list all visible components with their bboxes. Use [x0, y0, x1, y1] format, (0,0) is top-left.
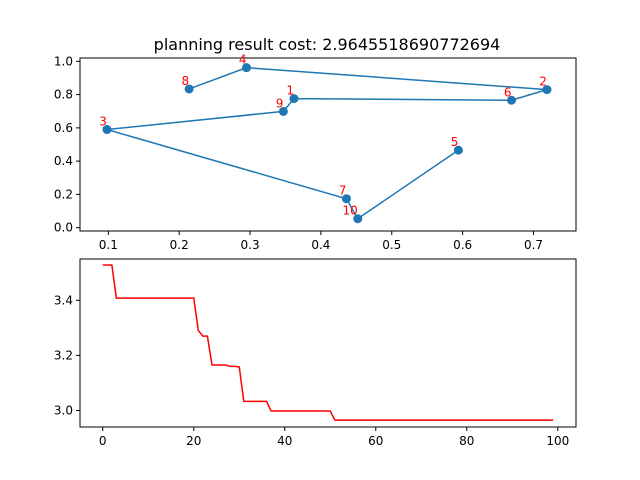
chart-title: planning result cost: 2.9645518690772694 [154, 35, 501, 54]
cost-x-tick-label: 80 [459, 434, 474, 448]
route-point-6 [507, 95, 517, 105]
route-y-tick-label: 0.6 [54, 121, 73, 135]
route-point-label-5: 5 [451, 135, 459, 149]
route-point-label-10: 10 [342, 204, 357, 218]
route-point-label-3: 3 [99, 115, 107, 129]
route-point-label-2: 2 [539, 75, 547, 89]
cost-line [102, 264, 554, 421]
cost-x-tick-label: 20 [186, 434, 201, 448]
route-x-tick-label: 0.6 [453, 238, 472, 252]
route-frame [79, 57, 577, 232]
route-point-7 [341, 194, 351, 204]
route-x-tick-label: 0.5 [382, 238, 401, 252]
cost-x-tick-label: 0 [99, 434, 107, 448]
cost-x-tick-label: 60 [368, 434, 383, 448]
cost-y-tick-label: 3.2 [54, 348, 73, 362]
cost-frame [79, 258, 577, 428]
route-point-10 [353, 214, 363, 224]
route-y-tick-label: 0.0 [54, 221, 73, 235]
route-point-label-6: 6 [504, 85, 512, 99]
route-point-2 [542, 85, 552, 95]
route-x-tick-label: 0.3 [241, 238, 260, 252]
route-y-tick-label: 1.0 [54, 54, 73, 68]
route-point-5 [453, 145, 463, 155]
route-y-tick-label: 0.2 [54, 187, 73, 201]
route-x-tick-label: 0.2 [170, 238, 189, 252]
cost-x-tick-label: 40 [277, 434, 292, 448]
route-y-tick-label: 0.8 [54, 88, 73, 102]
cost-y-tick-label: 3.0 [54, 403, 73, 417]
route-x-tick-label: 0.7 [524, 238, 543, 252]
route-y-tick-label: 0.4 [54, 154, 73, 168]
route-point-8 [184, 84, 194, 94]
route-point-label-8: 8 [181, 74, 189, 88]
route-line [106, 66, 548, 220]
route-point-1 [289, 94, 299, 104]
route-axes: 0.1 0.2 0.3 0.4 0.5 0.6 0.7 0.0 0.2 0.4 0.6 0.8 1.0 1… [54, 53, 577, 252]
route-x-tick-label: 0.4 [311, 238, 330, 252]
route-point-9 [278, 106, 288, 116]
route-point-label-1: 1 [286, 84, 294, 98]
route-point-3 [102, 125, 112, 135]
route-point-4 [242, 63, 252, 73]
route-point-label-9: 9 [276, 96, 284, 110]
route-point-label-7: 7 [339, 184, 347, 198]
cost-y-tick-label: 3.4 [54, 293, 73, 307]
cost-x-tick-label: 100 [546, 434, 569, 448]
route-point-label-4: 4 [239, 53, 247, 67]
route-x-tick-label: 0.1 [99, 238, 118, 252]
cost-axes: 0 20 40 60 80 100 3.0 3.2 3.4 [54, 258, 577, 448]
